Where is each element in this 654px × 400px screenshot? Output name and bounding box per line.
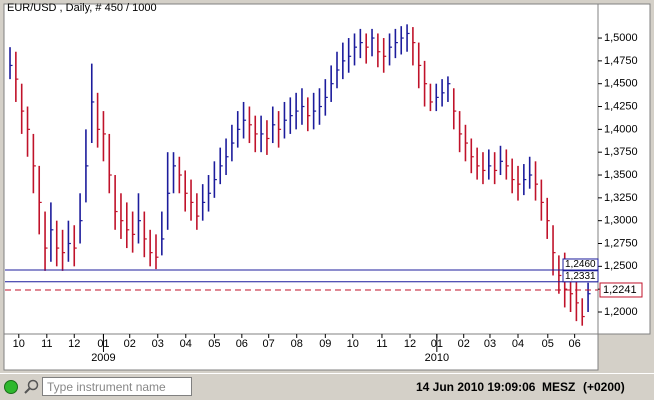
level-label: 1,2331 bbox=[565, 271, 596, 282]
level-label-box bbox=[562, 258, 599, 271]
timezone: MESZ bbox=[542, 380, 576, 394]
x-tick-label: 08 bbox=[291, 338, 303, 350]
y-tick-label: 1,5000 bbox=[604, 32, 638, 44]
x-tick-label: 10 bbox=[347, 338, 359, 350]
x-tick-label: 11 bbox=[41, 338, 52, 350]
level-label: 1,2241 bbox=[603, 284, 637, 296]
y-tick-label: 1,4250 bbox=[604, 100, 638, 112]
x-tick-label: 09 bbox=[319, 338, 331, 350]
x-tick-label: 12 bbox=[404, 338, 416, 350]
level-label-box bbox=[562, 270, 599, 283]
price-chart: EUR/USD , Daily, # 450 / 1000 1,2000 1,22… bbox=[3, 1, 651, 371]
x-tick-label: 10 bbox=[13, 338, 25, 350]
level-label-box bbox=[599, 282, 643, 298]
utc-offset: (+0200) bbox=[583, 380, 625, 394]
timestamp: 14 Jun 2010 19:09:06 bbox=[416, 380, 536, 394]
level-label: 1,2460 bbox=[565, 259, 596, 270]
x-tick-label: 12 bbox=[68, 338, 80, 350]
y-tick-label: 1,3000 bbox=[604, 215, 638, 227]
x-tick-label: 11 bbox=[376, 338, 387, 350]
y-tick-label: 1,4750 bbox=[604, 55, 638, 67]
x-tick-label: 07 bbox=[263, 338, 275, 350]
y-tick-label: 1,3250 bbox=[604, 192, 638, 204]
x-tick-label: 03 bbox=[484, 338, 496, 350]
x-tick-label: 05 bbox=[542, 338, 554, 350]
x-tick-label: 04 bbox=[180, 338, 192, 350]
x-tick-label: 03 bbox=[152, 338, 164, 350]
x-tick-label: 04 bbox=[512, 338, 524, 350]
price-axis-area bbox=[597, 3, 651, 335]
x-tick-label: 02 bbox=[458, 338, 470, 350]
instrument-search-input[interactable]: Type instrument name bbox=[42, 377, 192, 396]
search-icon-handle bbox=[24, 387, 31, 394]
year-label: 2009 bbox=[91, 352, 115, 364]
y-tick-label: 1,4500 bbox=[604, 78, 638, 90]
status-bar: Type instrument name 14 Jun 2010 19:09:0… bbox=[0, 373, 654, 400]
x-tick-label: 06 bbox=[569, 338, 581, 350]
y-tick-label: 1,3500 bbox=[604, 169, 638, 181]
x-tick-label: 06 bbox=[236, 338, 248, 350]
y-tick-label: 1,2750 bbox=[604, 237, 638, 249]
y-tick-label: 1,3750 bbox=[604, 146, 638, 158]
search-icon[interactable] bbox=[27, 379, 39, 391]
connection-indicator bbox=[4, 380, 18, 394]
x-tick-label: 02 bbox=[124, 338, 136, 350]
y-tick-label: 1,2000 bbox=[604, 306, 638, 318]
plot-area bbox=[3, 3, 599, 335]
y-tick-label: 1,2500 bbox=[604, 260, 638, 272]
x-tick-label: 05 bbox=[208, 338, 220, 350]
y-tick-label: 1,4000 bbox=[604, 123, 638, 135]
chart-title: EUR/USD , Daily, # 450 / 1000 bbox=[7, 2, 157, 14]
status-icons bbox=[4, 379, 39, 394]
year-label: 2010 bbox=[425, 352, 449, 364]
